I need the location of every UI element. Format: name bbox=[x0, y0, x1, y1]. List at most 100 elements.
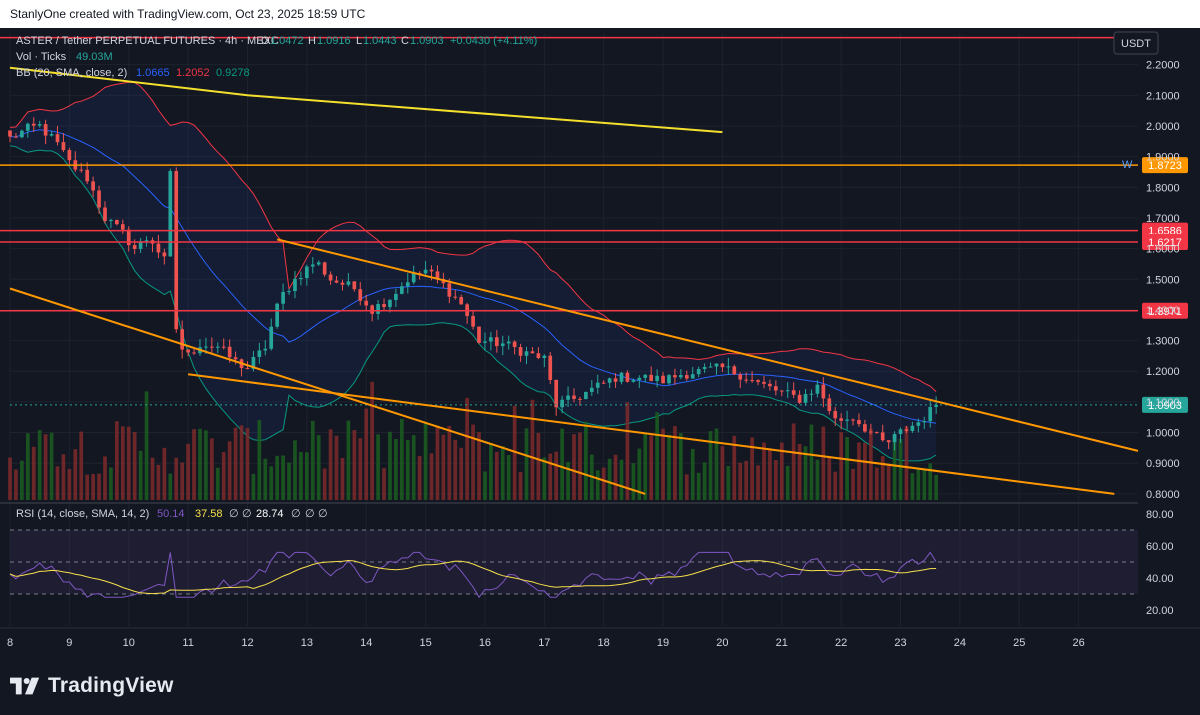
rsi-line bbox=[9, 551, 937, 599]
volume-bar bbox=[388, 431, 392, 500]
volume-bar bbox=[37, 430, 42, 500]
candle bbox=[673, 375, 677, 378]
candle bbox=[25, 123, 30, 131]
candle bbox=[459, 297, 464, 305]
level-price-tag bbox=[1142, 302, 1188, 319]
candle bbox=[857, 419, 861, 425]
price-tick-label: 1.5000 bbox=[1146, 274, 1180, 286]
time-tick-label: 18 bbox=[598, 637, 610, 649]
volume-bar bbox=[346, 420, 351, 500]
volume-bar bbox=[643, 433, 648, 500]
legend-rsi-na-1: ∅ bbox=[229, 508, 239, 520]
legend-bb-upper: 1.2052 bbox=[176, 67, 210, 79]
volume-bars bbox=[8, 381, 938, 500]
volume-bar bbox=[916, 468, 921, 500]
volume-bar bbox=[275, 455, 279, 500]
volume-bar bbox=[506, 454, 511, 500]
volume-bar bbox=[186, 443, 190, 500]
rsi-band-fill bbox=[10, 530, 1138, 594]
time-tick-label: 19 bbox=[657, 637, 669, 649]
volume-bar bbox=[352, 430, 357, 500]
candle bbox=[756, 380, 760, 382]
candle bbox=[251, 357, 256, 369]
price-tick-label: 1.7000 bbox=[1146, 213, 1180, 225]
volume-bar bbox=[779, 442, 784, 500]
candle bbox=[85, 169, 90, 182]
price-tick-label: 1.0000 bbox=[1146, 428, 1180, 440]
volume-bar bbox=[126, 426, 131, 500]
level-price-tag bbox=[1142, 157, 1188, 174]
volume-bar bbox=[471, 424, 475, 500]
volume-bar bbox=[174, 457, 179, 500]
time-tick-label: 9 bbox=[66, 637, 72, 649]
volume-bar bbox=[43, 434, 48, 500]
current-price-tag bbox=[1142, 396, 1188, 413]
time-tick-label: 26 bbox=[1073, 637, 1085, 649]
footer: TradingView bbox=[0, 658, 1200, 715]
candle bbox=[595, 382, 600, 388]
candle bbox=[483, 341, 487, 343]
candle bbox=[684, 375, 689, 379]
candle bbox=[174, 171, 179, 330]
legend-rsi-na-3: ∅ bbox=[291, 508, 301, 520]
candle bbox=[364, 300, 369, 306]
level-price-label: 1.3971 bbox=[1148, 306, 1182, 318]
price-tick-label: 1.2000 bbox=[1146, 366, 1180, 378]
volume-bar bbox=[144, 391, 149, 500]
time-tick-label: 16 bbox=[479, 637, 491, 649]
currency-label: USDT bbox=[1121, 38, 1151, 50]
volume-bar bbox=[370, 381, 374, 500]
volume-bar bbox=[785, 465, 790, 500]
rsi-tick-label: 60.00 bbox=[1146, 541, 1174, 553]
volume-bar bbox=[233, 427, 238, 500]
candle bbox=[589, 387, 594, 392]
candle bbox=[536, 353, 541, 359]
candle bbox=[827, 398, 832, 411]
volume-bar bbox=[67, 468, 72, 500]
volume-bar bbox=[631, 463, 636, 500]
legend-rsi-na-5: ∅ bbox=[318, 508, 328, 520]
candle bbox=[334, 280, 339, 283]
candle bbox=[791, 390, 796, 395]
volume-bar bbox=[394, 438, 398, 500]
candle bbox=[720, 363, 725, 368]
volume-bar bbox=[690, 448, 695, 500]
candle bbox=[518, 347, 523, 356]
candle bbox=[204, 346, 208, 348]
volume-bar bbox=[55, 466, 60, 500]
volume-bar bbox=[299, 452, 303, 500]
current-price-label: 1.0903 bbox=[1148, 400, 1182, 412]
legend-volume-label: Vol · Ticks bbox=[16, 51, 67, 63]
legend-bb-lower: 0.9278 bbox=[216, 67, 250, 79]
w-marker: W bbox=[1122, 159, 1133, 171]
volume-bar bbox=[429, 453, 434, 500]
volume-bar bbox=[192, 429, 196, 500]
volume-bar bbox=[85, 474, 90, 500]
candle bbox=[376, 304, 380, 314]
candle bbox=[619, 372, 624, 382]
volume-bar bbox=[382, 468, 386, 500]
volume-bar bbox=[518, 471, 523, 500]
volume-bar bbox=[25, 433, 30, 500]
volume-bar bbox=[494, 451, 499, 500]
candle bbox=[180, 329, 185, 350]
candle bbox=[275, 303, 279, 327]
legend-rsi-label: RSI (14, close, SMA, 14, 2) bbox=[16, 508, 149, 520]
candle bbox=[524, 351, 529, 356]
candle bbox=[554, 379, 559, 408]
legend-c-label: C bbox=[401, 35, 409, 47]
price-tick-label: 2.2000 bbox=[1146, 60, 1180, 72]
tradingview-logo[interactable]: TradingView bbox=[10, 670, 174, 702]
candle bbox=[489, 337, 493, 342]
currency-button[interactable]: USDT bbox=[1113, 31, 1159, 55]
volume-bar bbox=[857, 442, 861, 500]
candle bbox=[916, 422, 921, 426]
volume-bar bbox=[845, 436, 849, 500]
candle bbox=[269, 326, 274, 349]
candle bbox=[542, 355, 547, 359]
candle bbox=[744, 379, 749, 381]
volume-bar bbox=[322, 468, 327, 500]
volume-bar bbox=[833, 471, 838, 500]
volume-bar bbox=[14, 469, 18, 500]
